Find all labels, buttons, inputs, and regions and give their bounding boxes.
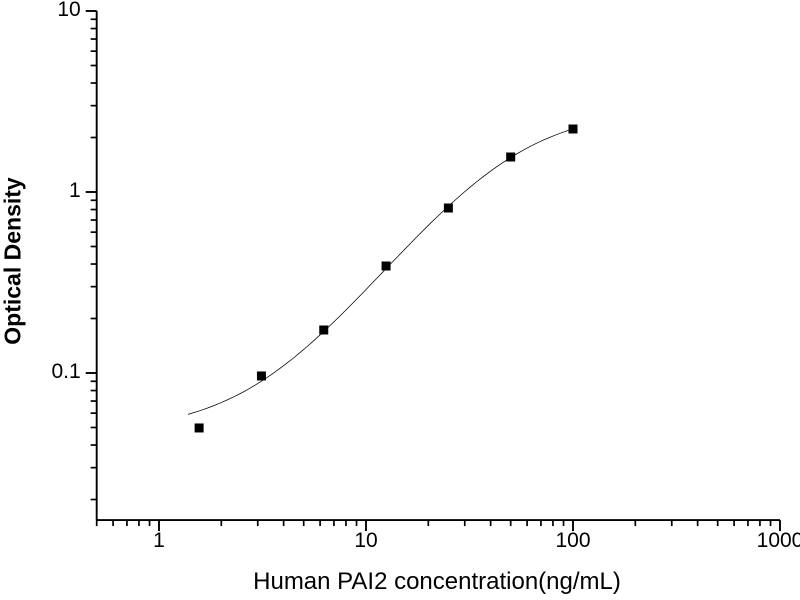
svg-text:100: 100 [555,529,590,552]
svg-text:1: 1 [69,179,81,202]
svg-text:1000: 1000 [757,529,800,552]
svg-text:0.1: 0.1 [51,360,80,383]
svg-text:10: 10 [354,529,377,552]
svg-text:10: 10 [57,0,80,21]
svg-text:1: 1 [153,529,165,552]
